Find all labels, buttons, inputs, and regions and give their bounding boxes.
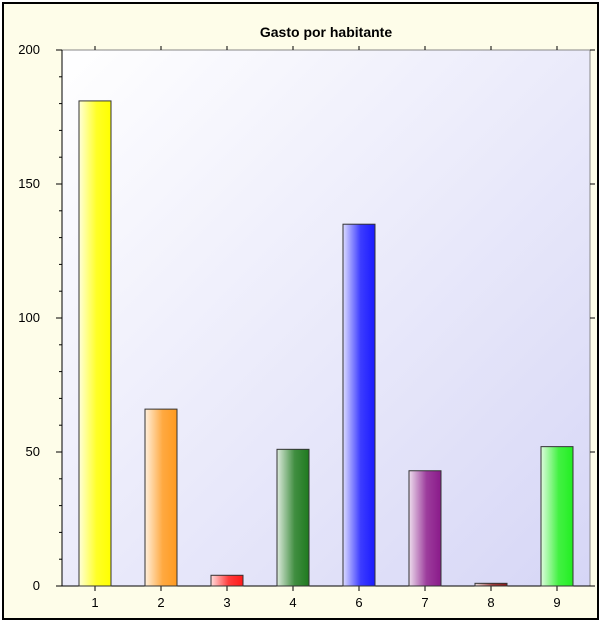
bar-2 <box>144 408 178 587</box>
bar-9 <box>540 446 574 587</box>
y-tick-label: 150 <box>18 176 40 191</box>
bars <box>78 100 574 587</box>
bar-3 <box>210 574 244 587</box>
x-tick-label: 4 <box>289 595 296 610</box>
y-tick-label: 200 <box>18 42 40 57</box>
x-tick-label: 3 <box>223 595 230 610</box>
bar-chart: Gasto por habitante 1 2 3 4 6 7 8 9 0 50 100 150 20… <box>18 24 595 610</box>
x-tick-label: 9 <box>553 595 560 610</box>
bar-7 <box>408 470 442 587</box>
x-tick-label: 6 <box>355 595 362 610</box>
bar-1 <box>78 100 112 587</box>
y-tick-labels: 0 50 100 150 200 <box>18 42 40 593</box>
bar-4 <box>276 448 310 587</box>
x-tick-label: 1 <box>91 595 98 610</box>
y-tick-label: 0 <box>33 578 40 593</box>
chart-title: Gasto por habitante <box>260 24 392 40</box>
y-tick-label: 50 <box>26 444 40 459</box>
x-tick-label: 2 <box>157 595 164 610</box>
x-tick-labels: 1 2 3 4 6 7 8 9 <box>91 595 560 610</box>
y-tick-label: 100 <box>18 310 40 325</box>
plot-area <box>61 49 591 587</box>
x-tick-label: 8 <box>487 595 494 610</box>
bar-6 <box>342 223 376 587</box>
x-tick-label: 7 <box>421 595 428 610</box>
bar-8 <box>474 582 508 587</box>
